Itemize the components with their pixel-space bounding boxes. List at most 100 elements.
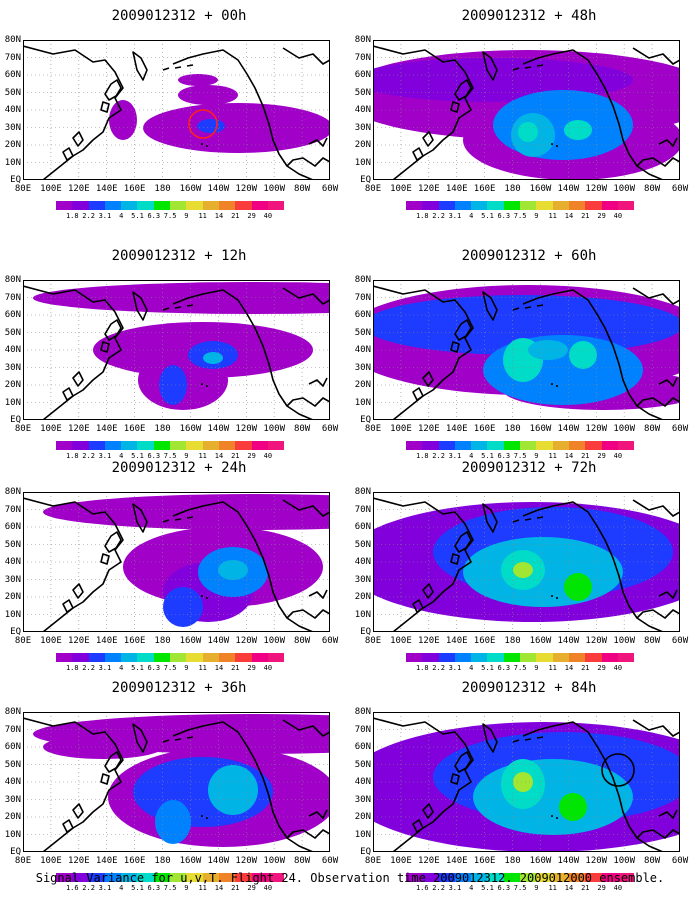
colorbar-swatch: [121, 653, 138, 662]
lat-label: 70N: [354, 504, 371, 515]
lon-label: 120W: [585, 856, 608, 866]
lat-label: 70N: [4, 504, 21, 515]
colorbar-swatch: [422, 441, 439, 450]
variance-contour: [528, 340, 568, 360]
colorbar-swatch: [56, 873, 73, 882]
lon-label: 180: [154, 856, 171, 866]
coastline: [104, 531, 122, 553]
coastline: [482, 291, 498, 321]
colorbar-label: 14: [564, 452, 574, 460]
colorbar-swatch: [617, 201, 635, 210]
coastline: [482, 723, 498, 753]
lon-label: 120W: [235, 636, 258, 646]
colorbar-swatch: [471, 873, 488, 882]
coastline: [658, 589, 678, 599]
lon-label: 140E: [445, 184, 468, 194]
variance-contour: [569, 341, 597, 369]
colorbar-label: 1.8: [65, 452, 79, 460]
lat-label: 40N: [354, 105, 371, 115]
coastline: [412, 819, 424, 833]
lon-label: 120E: [67, 424, 90, 434]
lat-label: 30N: [4, 574, 21, 585]
colorbar-label: 3.1: [448, 452, 462, 460]
coastline: [522, 501, 664, 632]
lon-label: 160E: [123, 424, 146, 434]
lat-label: 80N: [4, 35, 21, 45]
panel-title: 2009012312 + 00h: [111, 8, 247, 24]
colorbar-label: 11: [198, 212, 207, 220]
lat-label: 50N: [4, 87, 21, 98]
colorbar-swatch: [552, 653, 569, 662]
colorbar-label: 3.1: [98, 452, 112, 460]
panel-title: 2009012312 + 24h: [111, 460, 247, 476]
colorbar-swatch: [552, 441, 569, 450]
colorbar-swatch: [153, 201, 171, 210]
colorbar-label: 21: [581, 452, 590, 460]
colorbar-swatch: [251, 201, 268, 210]
coastline: [308, 137, 328, 147]
colorbar-swatch: [137, 653, 154, 662]
colorbar-label: 14: [214, 452, 224, 460]
lat-label: 60N: [354, 70, 371, 80]
colorbar-swatch: [520, 873, 537, 882]
lon-label: 140E: [445, 856, 468, 866]
lon-label: 160W: [529, 856, 552, 866]
colorbar-swatch: [422, 201, 439, 210]
lon-label: 60W: [671, 184, 689, 194]
lat-label: 10N: [354, 609, 371, 620]
colorbar-swatch: [585, 441, 602, 450]
colorbar-label: 14: [214, 664, 224, 672]
coastline: [282, 499, 330, 517]
lon-label: 160W: [529, 184, 552, 194]
colorbar-label: 29: [597, 884, 606, 892]
coastline: [286, 609, 330, 619]
lon-label: 180: [504, 856, 521, 866]
lat-label: 20N: [4, 812, 21, 822]
variance-contour: [43, 494, 330, 530]
lon-label: 180: [504, 424, 521, 434]
colorbar-swatch: [186, 441, 203, 450]
colorbar-swatch: [202, 653, 219, 662]
colorbar-swatch: [568, 873, 586, 882]
coastline: [162, 304, 194, 311]
colorbar-label: 2.2: [82, 212, 95, 220]
colorbar-swatch: [617, 873, 635, 882]
colorbar-swatch: [104, 441, 122, 450]
colorbar-swatch: [251, 441, 268, 450]
coastline: [636, 397, 680, 407]
lon-label: 100E: [40, 184, 62, 194]
lat-label: 60N: [354, 310, 371, 320]
colorbar-label: 29: [597, 212, 606, 220]
lon-label: 120E: [417, 636, 440, 646]
colorbar-swatch: [235, 653, 252, 662]
colorbar-swatch: [72, 201, 89, 210]
colorbar-label: 29: [597, 664, 606, 672]
colorbar-label: 1.6: [65, 884, 79, 892]
colorbar-label: 11: [548, 884, 557, 892]
colorbar-label: 11: [198, 884, 207, 892]
colorbar-swatch: [617, 441, 635, 450]
lon-label: 160E: [473, 636, 496, 646]
colorbar-swatch: [251, 653, 268, 662]
coastline: [172, 501, 314, 632]
lat-label: 40N: [354, 777, 371, 787]
colorbar-swatch: [487, 441, 504, 450]
colorbar-label: 4: [469, 884, 474, 892]
coastline: [512, 304, 544, 311]
lat-label: EQ: [10, 627, 21, 637]
colorbar-swatch: [601, 201, 618, 210]
lat-label: 10N: [354, 157, 371, 168]
colorbar-swatch: [568, 201, 586, 210]
coastline: [286, 829, 330, 839]
map-plot: [373, 280, 680, 420]
colorbar-swatch: [251, 873, 268, 882]
lon-label: 80W: [293, 856, 311, 866]
variance-contour: [564, 120, 592, 140]
colorbar-label: 9: [534, 452, 539, 460]
variance-contour: [159, 365, 187, 405]
colorbar-label: 9: [184, 212, 189, 220]
lon-label: 140W: [207, 636, 230, 646]
colorbar-swatch: [137, 873, 154, 882]
colorbar-label: 21: [231, 452, 240, 460]
colorbar-label: 40: [613, 452, 623, 460]
